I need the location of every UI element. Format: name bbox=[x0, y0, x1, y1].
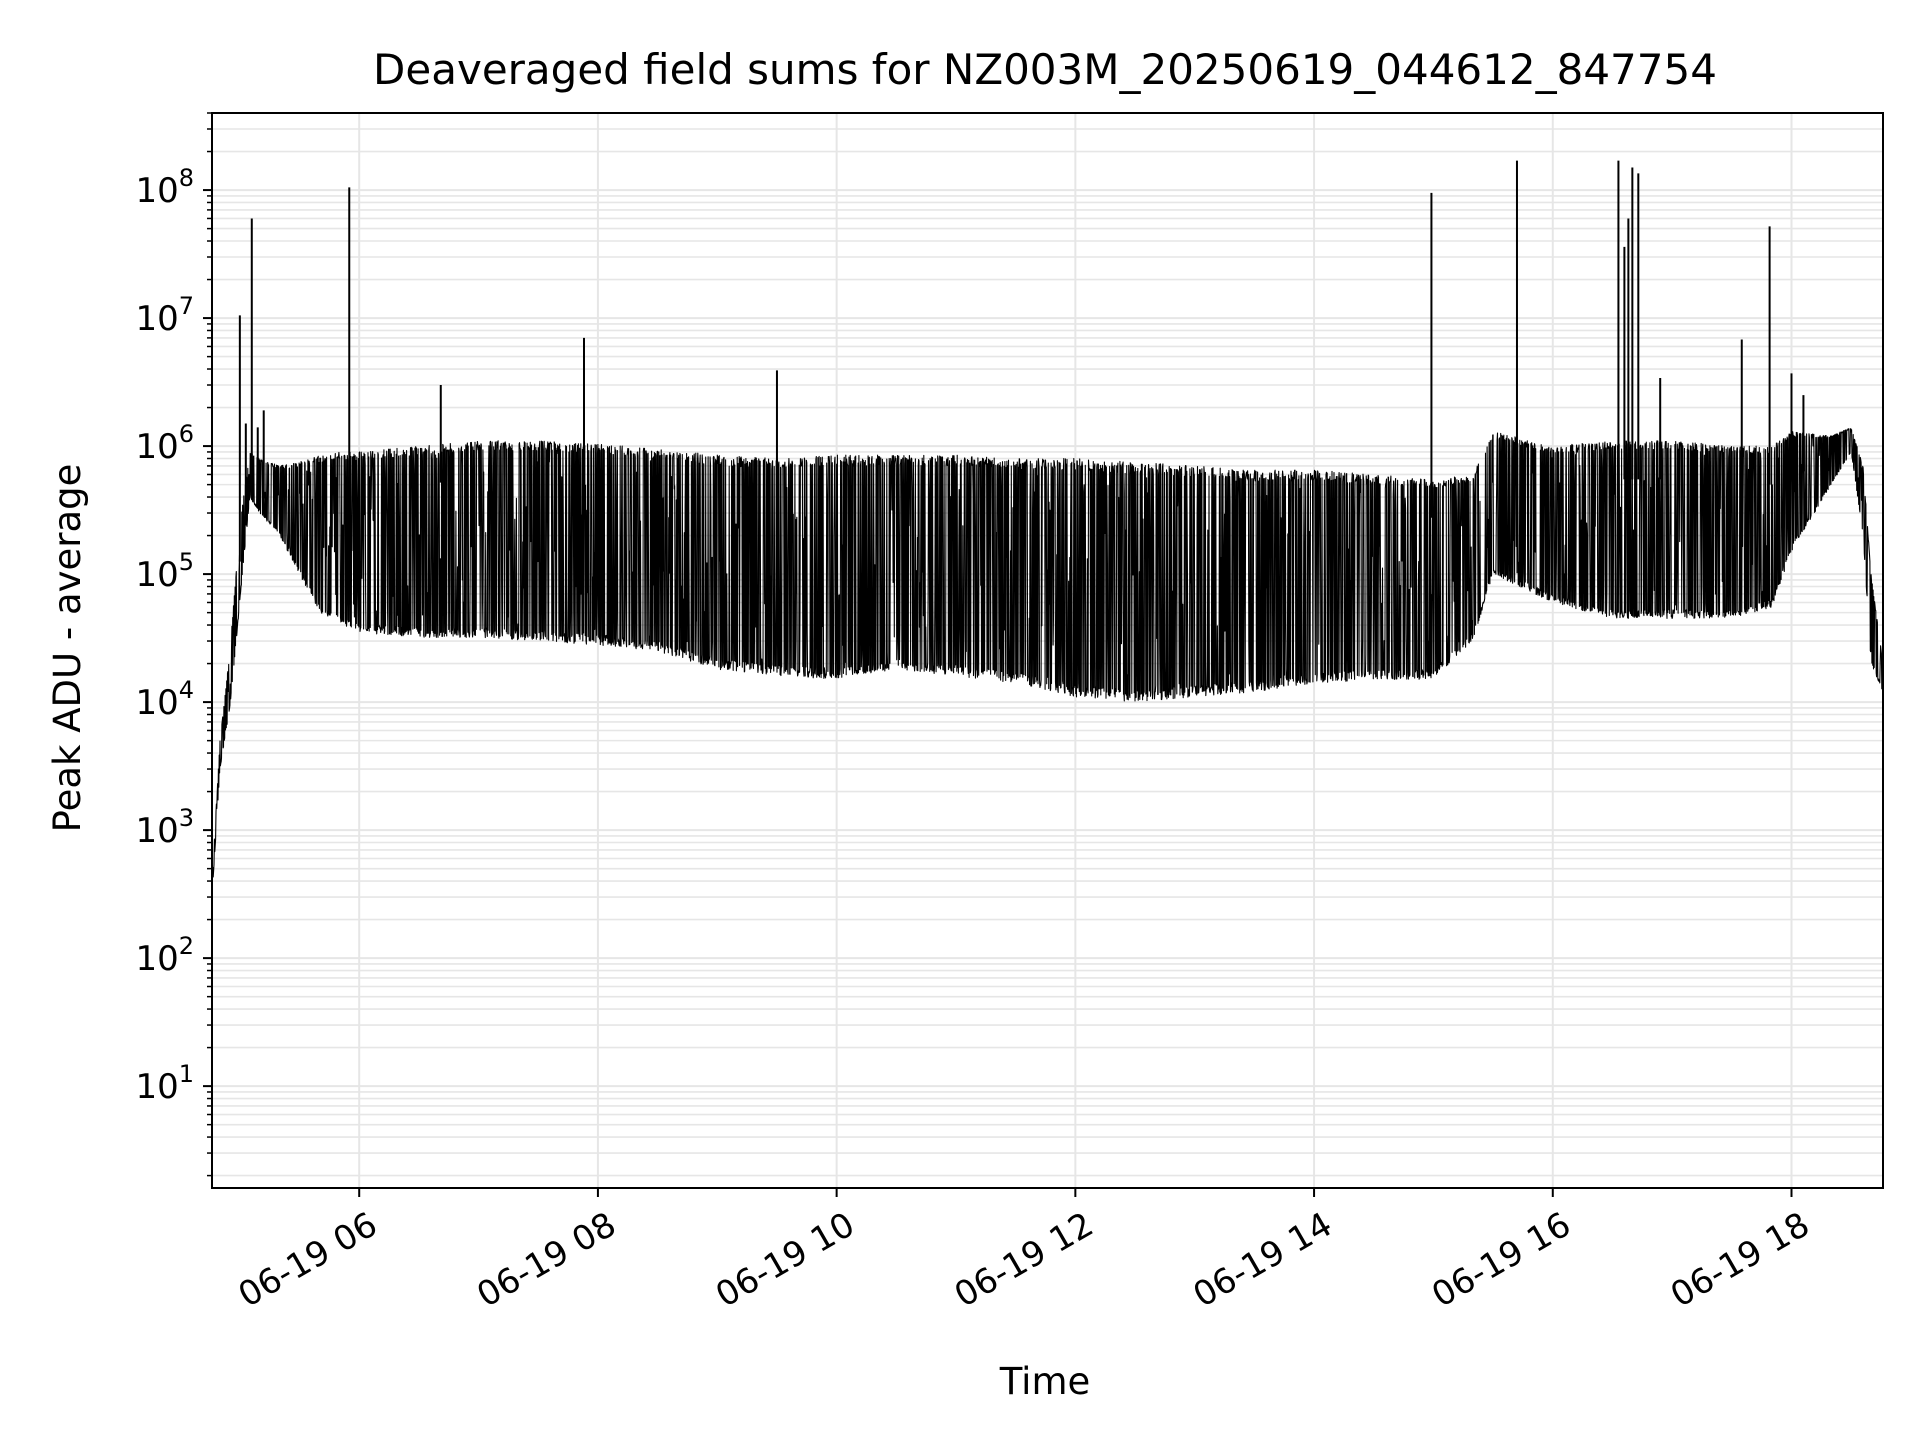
chart-title: Deaveraged field sums for NZ003M_2025061… bbox=[373, 45, 1717, 94]
x-axis-label: Time bbox=[999, 1360, 1091, 1403]
series-line bbox=[211, 428, 1884, 890]
plot-frame bbox=[211, 112, 1884, 1189]
data-series bbox=[211, 160, 1884, 890]
y-axis-label: Peak ADU - average bbox=[46, 464, 89, 833]
